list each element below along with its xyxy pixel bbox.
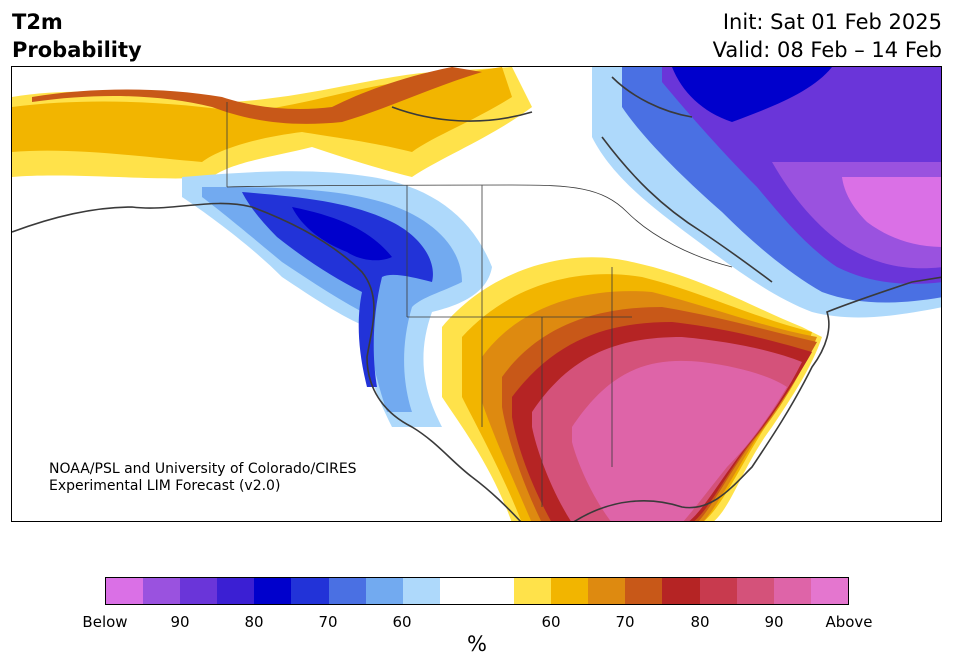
colorbar-segment [143,578,181,604]
colorbar-segment [402,578,440,604]
colorbar-unit: % [467,632,487,656]
probability-colorbar [105,577,849,605]
colorbar-segment [328,578,366,604]
colorbar-segment [625,578,663,604]
colorbar-segment [254,578,292,604]
colorbar-tick-label: Above [825,613,873,631]
colorbar-segment [291,578,329,604]
credit-line-2: Experimental LIM Forecast (v2.0) [49,478,281,494]
cold-region-labrador-core [842,177,941,247]
colorbar-segment [551,578,589,604]
map-title: T2m Probability [12,8,142,64]
valid-period: Valid: 08 Feb – 14 Feb [712,38,942,62]
colorbar-tick-label: 90 [764,613,784,631]
colorbar-segment [736,578,774,604]
forecast-dates: Init: Sat 01 Feb 2025 Valid: 08 Feb – 14… [713,8,942,64]
forecast-map [11,66,942,522]
cold-region-west-core [292,207,392,261]
title-variable: T2m [12,10,63,34]
credit-line-1: NOAA/PSL and University of Colorado/CIRE… [49,461,357,477]
colorbar-segment [365,578,403,604]
colorbar-tick-label: 90 [170,613,190,631]
colorbar-segment [699,578,737,604]
forecast-credit: NOAA/PSL and University of Colorado/CIRE… [49,461,357,495]
cold-region-west-3 [242,192,433,387]
title-probability: Probability [12,38,142,62]
colorbar-segment [106,578,144,604]
colorbar-tick-label: 70 [318,613,338,631]
colorbar-segment [514,578,552,604]
cold-region-northeast-core [672,67,832,122]
init-date: Init: Sat 01 Feb 2025 [722,10,942,34]
colorbar-segment [180,578,218,604]
colorbar-tick-label: 80 [690,613,710,631]
colorbar-segment [810,578,848,604]
colorbar-segment [439,578,477,604]
warm-region-central-core [572,360,787,521]
colorbar-segment [217,578,255,604]
warm-region-alaska-3 [32,67,482,124]
coastline [12,76,941,521]
colorbar-tick-label: 60 [392,613,412,631]
map-canvas [12,67,941,521]
country-borders [226,102,733,507]
colorbar-tick-label: Below [82,613,128,631]
colorbar-segment [588,578,626,604]
colorbar-segment [662,578,700,604]
colorbar-tick-label: 70 [615,613,635,631]
colorbar-tick-label: 80 [244,613,264,631]
colorbar-segment [773,578,811,604]
colorbar-segment [476,578,515,604]
colorbar-tick-label: 60 [541,613,561,631]
